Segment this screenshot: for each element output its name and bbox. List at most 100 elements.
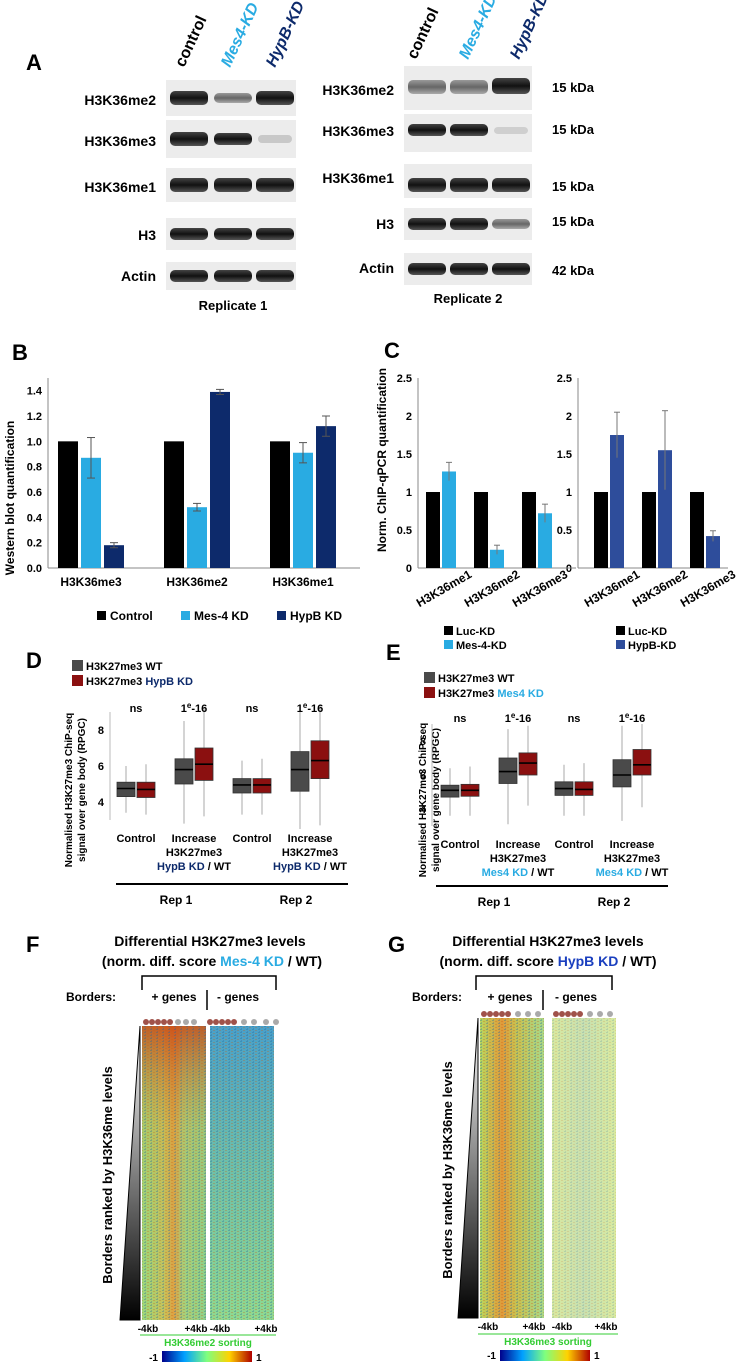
colorbar-min: -1 <box>149 1353 158 1364</box>
x-axis-label: Increase <box>172 833 217 845</box>
nucleosome-icon <box>525 1011 531 1017</box>
borders-label: Borders: <box>66 990 116 1004</box>
box-wt <box>498 757 518 784</box>
box-wt <box>174 758 194 785</box>
panel-d: D H3K27me3 WT H3K27me3 HypB KD Normalise… <box>26 648 348 907</box>
box-wt <box>232 778 252 794</box>
minus-genes-label: - genes <box>217 990 259 1004</box>
blot-band <box>214 270 252 282</box>
heatmap-plus-genes <box>480 1018 544 1318</box>
blot-band <box>450 218 488 230</box>
nucleosome-icon <box>263 1019 269 1025</box>
blot-band <box>408 218 446 230</box>
x-axis-label: H3K27me3 <box>166 847 222 859</box>
heatmap-layer <box>552 1018 616 1318</box>
panel-b-ylabel: Western blot quantification <box>3 421 17 575</box>
nucleosome-icon <box>587 1011 593 1017</box>
panel-g-title1: Differential H3K27me3 levels <box>452 933 644 949</box>
lane-header-hypb-rep2: HypB-KD <box>507 0 552 62</box>
blot-band <box>492 78 530 94</box>
ranking-wedge <box>457 1017 479 1319</box>
legend-label-kd: H3K27me3 HypB KD <box>86 676 193 688</box>
nucleosome-icon <box>607 1011 613 1017</box>
panel-f-ylabel: Borders ranked by H3K36me levels <box>100 1066 115 1284</box>
nucleosome-icon <box>505 1011 511 1017</box>
bar-luc-kd <box>426 492 440 568</box>
nucleosome-icon <box>225 1019 231 1025</box>
blot-label: Actin <box>121 268 156 284</box>
y-tick-label: 4 <box>420 804 427 816</box>
y-tick-label: 1.2 <box>27 411 42 423</box>
category-label: H3K36me3 <box>510 567 570 610</box>
box-kd <box>574 781 594 796</box>
significance-label: 1e-16 <box>181 701 207 715</box>
nucleosome-icon <box>597 1011 603 1017</box>
legend-swatch-kd <box>72 675 83 686</box>
xtick: -4kb <box>478 1322 499 1333</box>
bar-luc-kd <box>690 492 704 568</box>
heatmap-minus-genes <box>210 1026 274 1320</box>
xtick: -4kb <box>552 1322 573 1333</box>
panel-f-title2: (norm. diff. score Mes-4 KD / WT) <box>102 953 322 969</box>
panel-c-ylabel: Norm. ChIP-qPCR quantification <box>375 368 389 552</box>
legend-label-mes4: Mes-4-KD <box>456 640 507 652</box>
panel-c1-legend: Luc-KD Mes-4-KD <box>444 626 507 652</box>
legend-swatch-luc <box>616 626 625 635</box>
nucleosome-icon <box>241 1019 247 1025</box>
nucleosome-icon <box>273 1019 279 1025</box>
blot-rep1: H3K36me2 H3K36me3 H3K36me1 H3 Actin <box>84 80 296 313</box>
nucleosome-icon <box>149 1019 155 1025</box>
legend-label-wt: H3K27me3 WT <box>438 673 515 685</box>
nucleosome-icon <box>175 1019 181 1025</box>
y-tick-label: 0.5 <box>557 525 572 537</box>
blot-label: H3K36me1 <box>322 170 394 186</box>
significance-label: ns <box>568 713 581 725</box>
y-tick-label: 1.4 <box>27 386 43 398</box>
category-label: H3K36me2 <box>166 575 228 589</box>
bar-luc-kd <box>474 492 488 568</box>
replicate1-caption: Replicate 1 <box>199 298 268 313</box>
box-wt <box>440 784 460 798</box>
blot-label: H3 <box>138 227 156 243</box>
nucleosome-icon <box>565 1011 571 1017</box>
legend-swatch-wt <box>72 660 83 671</box>
panel-c2-legend: Luc-KD HypB-KD <box>616 626 676 652</box>
nucleosome-icon <box>213 1019 219 1025</box>
panel-e-ylabel-line2: signal over gene body (RPGC) <box>431 728 442 872</box>
panel-g-title2: (norm. diff. score HypB KD / WT) <box>439 953 656 969</box>
y-tick-label: 1.5 <box>557 449 572 461</box>
legend-label-hypb: HypB-KD <box>628 640 676 652</box>
box-kd <box>632 749 652 776</box>
blot-band <box>494 127 528 134</box>
panel-a: A control Mes4-KD HypB-KD control Mes4-K… <box>26 0 595 313</box>
blot-label: H3 <box>376 216 394 232</box>
blot-band <box>256 91 294 105</box>
bar-hypb-kd <box>706 536 720 568</box>
y-tick-label: 0.4 <box>27 512 43 524</box>
sorting-label: H3K36me3 sorting <box>504 1337 592 1348</box>
heatmap-layer <box>480 1018 544 1318</box>
blot-band <box>170 178 208 192</box>
bar-mes-4-kd <box>187 507 207 568</box>
xtick: -4kb <box>138 1324 159 1335</box>
significance-label: ns <box>454 713 467 725</box>
lane-header-hypb-rep1: HypB-KD <box>263 0 308 70</box>
y-tick-label: 8 <box>420 736 426 748</box>
x-axis-label: Mes4 KD / WT <box>596 867 669 879</box>
colorbar-max: 1 <box>256 1353 262 1364</box>
nucleosome-icon <box>207 1019 213 1025</box>
blot-band <box>214 133 252 145</box>
y-tick-label: 0.2 <box>27 538 42 550</box>
blot-label: Actin <box>359 260 394 276</box>
bar-hypb-kd <box>658 450 672 568</box>
x-axis-label: Control <box>116 833 155 845</box>
blot-band <box>408 178 446 192</box>
category-label: H3K36me3 <box>60 575 122 589</box>
y-tick-label: 0.8 <box>27 462 42 474</box>
legend-label-luc: Luc-KD <box>628 626 667 638</box>
blot-band <box>408 124 446 136</box>
nucleosome-icon <box>577 1011 583 1017</box>
blot-band <box>492 263 530 275</box>
colorbar-min: -1 <box>487 1351 496 1362</box>
